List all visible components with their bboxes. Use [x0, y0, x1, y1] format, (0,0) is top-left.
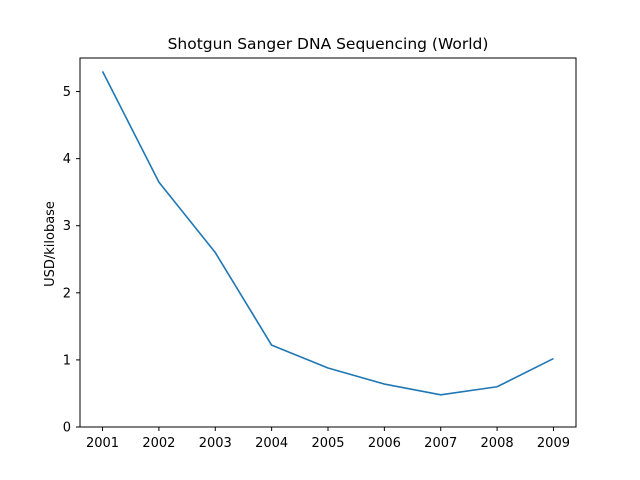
y-tick-label: 4 — [63, 152, 71, 167]
x-tick-label: 2004 — [255, 436, 288, 451]
x-tick-label: 2005 — [311, 436, 344, 451]
x-tick-label: 2001 — [86, 436, 119, 451]
y-axis-label: USD/kilobase — [43, 201, 58, 287]
y-tick-label: 5 — [63, 85, 71, 100]
axis-ticks: 2001 2002 2003 2004 2005 2006 2007 2008 2009 0 1 2 3… — [63, 85, 570, 451]
x-tick-label: 2007 — [424, 436, 457, 451]
x-tick-label: 2008 — [481, 436, 514, 451]
y-tick-label: 2 — [63, 286, 71, 301]
x-tick-label: 2006 — [368, 436, 401, 451]
x-tick-label: 2002 — [142, 436, 175, 451]
series-line — [101, 71, 554, 396]
y-tick-label: 1 — [63, 353, 71, 368]
y-tick-label: 0 — [63, 421, 71, 436]
plot-frame — [79, 57, 577, 428]
y-tick-label: 3 — [63, 219, 71, 234]
x-tick-label: 2009 — [537, 436, 570, 451]
chart-title: Shotgun Sanger DNA Sequencing (World) — [168, 35, 489, 53]
series-layer — [101, 71, 554, 396]
x-tick-label: 2003 — [199, 436, 232, 451]
